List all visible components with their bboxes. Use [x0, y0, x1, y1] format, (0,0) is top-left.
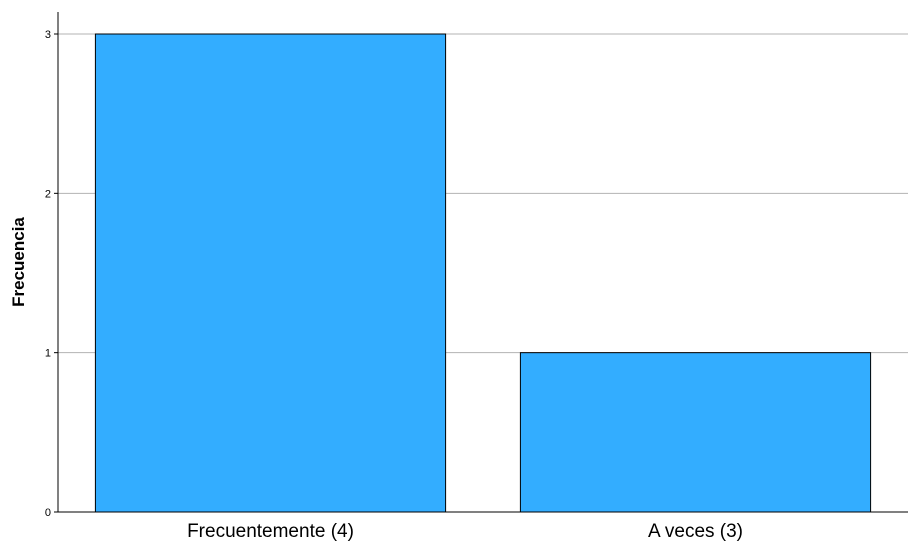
axes [57, 12, 908, 513]
y-tick-labels: 0 1 2 3 [45, 29, 58, 519]
x-tick-labels: Frecuentemente (4) A veces (3) [187, 521, 743, 542]
x-tick-label: A veces (3) [648, 521, 743, 542]
bar-0 [94, 33, 447, 513]
y-tick-label: 1 [45, 348, 51, 360]
y-axis-title: Frecuencia [9, 217, 28, 307]
bars [94, 33, 872, 513]
y-tick-label: 0 [45, 507, 51, 519]
y-tick-label: 3 [45, 29, 51, 41]
y-tick-label: 2 [45, 188, 51, 200]
x-tick-label: Frecuentemente (4) [187, 521, 354, 542]
bar-1 [519, 352, 872, 513]
